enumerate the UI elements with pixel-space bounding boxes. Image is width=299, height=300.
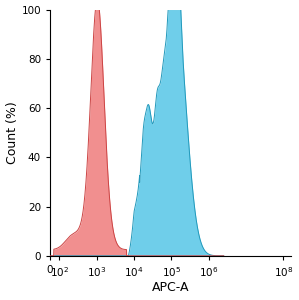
- Y-axis label: Count (%): Count (%): [6, 101, 19, 164]
- X-axis label: APC-A: APC-A: [152, 281, 189, 294]
